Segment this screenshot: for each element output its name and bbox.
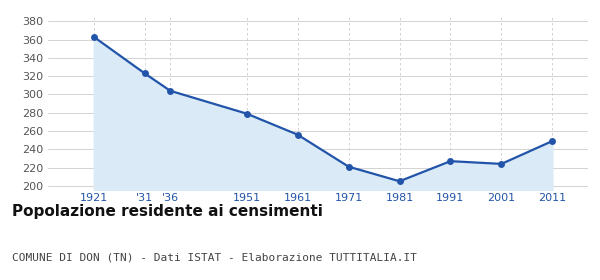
Point [140,71,149,76]
Point [497,162,506,166]
Point [446,159,455,164]
Point [293,132,302,137]
Point [548,139,557,143]
Text: Popolazione residente ai censimenti: Popolazione residente ai censimenti [12,204,323,220]
Point [166,88,175,93]
Point [89,35,98,39]
Point [344,164,353,169]
Text: COMUNE DI DON (TN) - Dati ISTAT - Elaborazione TUTTITALIA.IT: COMUNE DI DON (TN) - Dati ISTAT - Elabor… [12,252,417,262]
Point [242,111,251,116]
Point [395,179,404,183]
